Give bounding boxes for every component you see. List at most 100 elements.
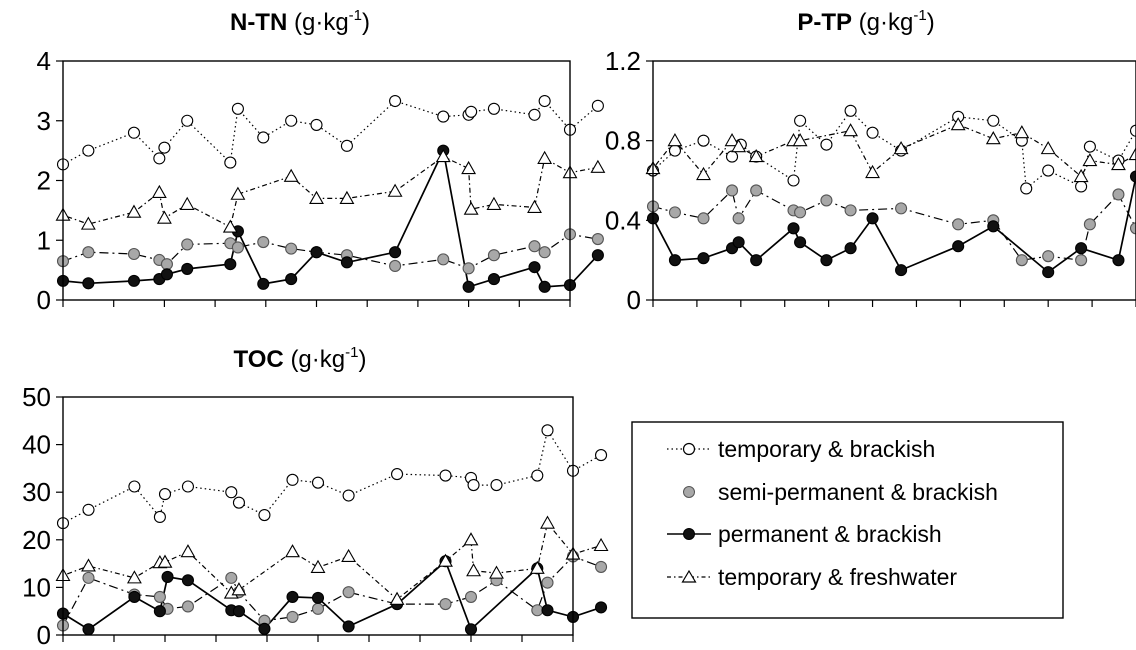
data-point-perm-brack bbox=[895, 264, 908, 277]
plot-frame-toc bbox=[62, 396, 574, 636]
data-point-perm-brack bbox=[311, 591, 325, 604]
legend-box bbox=[631, 421, 1064, 619]
data-point-temp-fresh bbox=[489, 565, 504, 579]
data-point-semi-brack bbox=[952, 218, 965, 231]
data-point-semi-brack bbox=[127, 247, 141, 261]
data-point-semi-brack bbox=[342, 586, 355, 599]
data-point-temp-fresh bbox=[1110, 156, 1126, 171]
data-point-temp-fresh bbox=[1073, 168, 1089, 183]
data-point-perm-brack bbox=[153, 605, 166, 618]
data-point-semi-brack bbox=[311, 602, 325, 615]
data-point-temp-brack bbox=[181, 480, 194, 493]
data-point-temp-fresh bbox=[731, 139, 747, 153]
data-point-temp-brack bbox=[844, 104, 857, 117]
data-point-perm-brack bbox=[127, 274, 141, 287]
data-point-temp-brack bbox=[82, 144, 95, 157]
data-point-perm-brack bbox=[820, 254, 833, 267]
data-point-temp-brack bbox=[225, 486, 238, 499]
data-point-temp-fresh bbox=[893, 141, 909, 155]
data-point-temp-brack bbox=[787, 174, 800, 187]
data-point-perm-brack bbox=[697, 252, 710, 265]
data-point-perm-brack bbox=[181, 574, 194, 587]
data-point-temp-fresh bbox=[696, 166, 711, 181]
data-point-temp-brack bbox=[528, 108, 541, 121]
data-point-perm-brack bbox=[538, 280, 551, 293]
data-point-temp-brack bbox=[342, 489, 355, 502]
data-point-perm-brack bbox=[389, 246, 402, 259]
data-point-semi-brack bbox=[231, 241, 244, 254]
data-point-temp-brack bbox=[1020, 182, 1033, 195]
data-point-temp-brack bbox=[389, 94, 402, 108]
data-point-perm-brack bbox=[128, 590, 141, 603]
panel-ptp: P-TP (g·kg-1) 0 0.4 0.8 1.2 bbox=[605, 7, 1136, 315]
data-point-temp-brack bbox=[725, 150, 739, 163]
data-point-temp-fresh bbox=[285, 544, 300, 558]
legend-marker-open-circle bbox=[682, 442, 696, 456]
data-point-perm-brack bbox=[528, 261, 541, 274]
data-point-temp-fresh bbox=[1128, 146, 1136, 161]
data-point-temp-brack bbox=[128, 480, 141, 493]
data-point-perm-brack bbox=[257, 277, 270, 290]
legend-entry-perm-brack: permanent & brackish bbox=[667, 521, 942, 547]
y-tick-label: 50 bbox=[22, 382, 51, 412]
data-point-perm-brack bbox=[464, 623, 478, 636]
data-point-perm-brack bbox=[750, 254, 763, 267]
data-point-temp-brack bbox=[866, 126, 879, 139]
y-tick-label: 20 bbox=[22, 525, 51, 555]
data-point-semi-brack bbox=[1112, 188, 1125, 201]
data-point-semi-brack bbox=[1042, 250, 1055, 263]
data-point-semi-brack bbox=[725, 184, 739, 197]
series-line-semi-brack bbox=[62, 555, 602, 626]
data-point-temp-brack bbox=[390, 468, 404, 481]
panel-ntn: N-TN (g·kg-1) 0 1 2 3 4 bbox=[37, 7, 606, 315]
y-tick-label: 1.2 bbox=[605, 46, 641, 76]
data-point-perm-brack bbox=[1129, 170, 1136, 183]
series-line-temp-brack bbox=[62, 100, 599, 165]
legend-label-semi-brack: semi-permanent & brackish bbox=[718, 479, 998, 505]
data-point-perm-brack bbox=[82, 623, 95, 636]
data-point-temp-brack bbox=[439, 469, 452, 482]
data-point-temp-fresh bbox=[1014, 125, 1030, 139]
data-point-perm-brack bbox=[987, 220, 1000, 233]
y-tick-label: 0 bbox=[37, 620, 51, 650]
data-point-semi-brack bbox=[541, 576, 554, 589]
data-point-temp-brack bbox=[257, 131, 270, 144]
data-point-temp-brack bbox=[467, 479, 480, 492]
data-point-semi-brack bbox=[820, 194, 833, 207]
data-point-perm-brack bbox=[668, 254, 682, 267]
data-point-semi-brack bbox=[437, 253, 450, 266]
data-point-temp-fresh bbox=[180, 544, 196, 558]
data-point-temp-fresh bbox=[527, 199, 542, 213]
data-point-temp-brack bbox=[285, 114, 298, 127]
series-line-perm-brack bbox=[652, 176, 1136, 274]
data-point-temp-fresh bbox=[81, 558, 96, 572]
data-point-temp-brack bbox=[1042, 164, 1055, 177]
data-point-temp-brack bbox=[490, 479, 503, 492]
data-point-semi-brack bbox=[160, 258, 173, 271]
data-point-semi-brack bbox=[82, 246, 95, 259]
data-point-temp-brack bbox=[1083, 140, 1096, 153]
data-point-temp-brack bbox=[697, 134, 710, 147]
data-point-temp-brack bbox=[310, 118, 323, 131]
data-point-temp-brack bbox=[465, 105, 478, 118]
data-point-semi-brack bbox=[487, 249, 501, 262]
data-point-semi-brack bbox=[844, 204, 857, 217]
data-point-temp-fresh bbox=[341, 548, 357, 563]
data-point-temp-fresh bbox=[438, 553, 453, 567]
data-point-temp-brack bbox=[541, 424, 554, 437]
data-point-semi-brack bbox=[1083, 218, 1096, 231]
series-line-temp-fresh bbox=[62, 155, 599, 228]
data-point-perm-brack bbox=[794, 236, 807, 249]
legend-label-temp-brack: temporary & brackish bbox=[718, 436, 935, 462]
data-point-perm-brack bbox=[732, 236, 745, 249]
data-point-perm-brack bbox=[844, 242, 857, 255]
data-point-perm-brack bbox=[232, 605, 245, 618]
data-point-temp-fresh bbox=[309, 190, 324, 204]
data-point-temp-fresh bbox=[1082, 152, 1098, 167]
data-point-temp-fresh bbox=[590, 159, 606, 173]
data-point-temp-brack bbox=[1129, 124, 1136, 137]
data-point-temp-fresh bbox=[463, 532, 479, 546]
data-point-temp-fresh bbox=[843, 123, 859, 137]
data-point-temp-brack bbox=[153, 510, 166, 524]
